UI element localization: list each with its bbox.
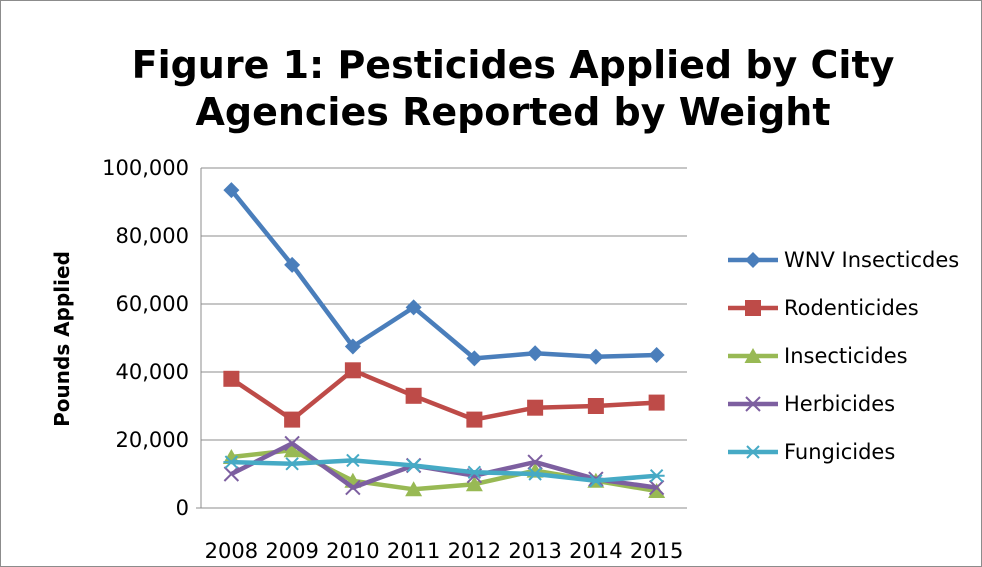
y-tick-label: 20,000 [116, 428, 189, 452]
data-point [648, 483, 666, 498]
legend-item: Rodenticides [728, 296, 919, 320]
data-point [466, 350, 483, 367]
data-point [283, 442, 301, 458]
legend-item: Insecticides [728, 344, 908, 368]
data-point [587, 348, 604, 365]
data-point [466, 411, 483, 428]
data-point [527, 345, 544, 362]
data-point [223, 455, 240, 469]
data-point [527, 399, 544, 416]
x-tick-label: 2011 [387, 539, 440, 563]
series-rodenticides [223, 362, 665, 428]
y-tick-label: 80,000 [116, 224, 189, 248]
data-point [527, 454, 543, 470]
y-tick-label: 100,000 [102, 156, 189, 180]
x-tick-label: 2008 [205, 539, 258, 563]
x-tick-label: 2010 [326, 539, 379, 563]
data-point [344, 338, 361, 355]
data-point [466, 465, 483, 480]
x-tick-label: 2013 [508, 539, 561, 563]
legend-item: WNV Insecticdes [728, 248, 959, 272]
y-axis-label: Pounds Applied [50, 251, 74, 427]
series-fungicides [223, 453, 665, 488]
data-point [648, 394, 665, 411]
data-point [344, 453, 361, 468]
legend-marker [745, 445, 761, 459]
x-tick-label: 2012 [448, 539, 501, 563]
data-point [405, 299, 422, 316]
y-tick-label: 40,000 [116, 360, 189, 384]
chart-title-line-1: Figure 1: Pesticides Applied by City [132, 43, 895, 87]
legend-label: Rodenticides [784, 296, 919, 320]
legend-label: Insecticides [784, 344, 908, 368]
data-point [223, 466, 240, 482]
y-tick-label: 0 [176, 496, 189, 520]
x-tick-label: 2015 [630, 539, 683, 563]
data-point [527, 467, 544, 481]
data-point [284, 435, 300, 452]
series-line [229, 188, 657, 361]
x-tick-label: 2009 [265, 539, 318, 563]
data-point [345, 479, 361, 496]
data-point [465, 476, 483, 492]
data-point [648, 347, 665, 363]
x-tick-label: 2014 [569, 539, 622, 563]
legend-label: Herbicides [784, 392, 895, 416]
legend-marker [745, 252, 761, 268]
data-point [405, 387, 422, 404]
data-point [284, 256, 301, 273]
data-point [648, 468, 665, 483]
legend-marker [745, 396, 761, 412]
legend-marker [745, 300, 761, 316]
data-point [344, 362, 361, 379]
data-point [284, 411, 301, 428]
series-wnv-insecticdes [223, 182, 665, 367]
series-line [231, 458, 657, 484]
data-point [648, 479, 665, 496]
legend-label: WNV Insecticdes [784, 248, 959, 272]
data-point [587, 474, 604, 488]
data-point [405, 458, 422, 473]
data-point [587, 398, 604, 414]
legend-marker [744, 348, 762, 363]
legend-label: Fungicides [784, 440, 895, 464]
data-point [405, 481, 423, 497]
series-line [230, 368, 657, 422]
data-point [223, 182, 240, 199]
chart-title-line-2: Agencies Reported by Weight [195, 90, 830, 134]
legend-item: Fungicides [728, 440, 895, 464]
legend-item: Herbicides [728, 392, 895, 416]
y-tick-label: 60,000 [116, 292, 189, 316]
data-point [284, 457, 301, 471]
data-point [223, 370, 240, 387]
